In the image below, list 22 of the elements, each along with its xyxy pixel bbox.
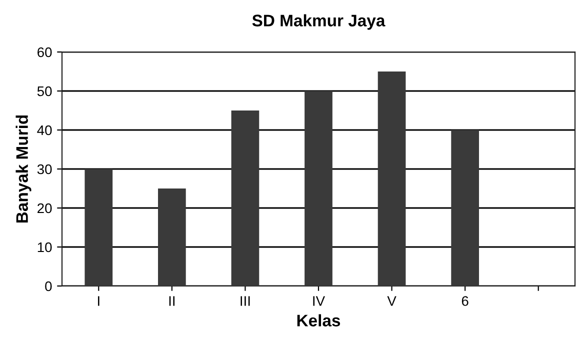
y-tick-label: 20 [38, 203, 52, 214]
y-axis-title: Banyak Murid [16, 115, 32, 223]
y-tick-label: 40 [37, 125, 52, 136]
y-tick-label: 10 [38, 242, 52, 252]
bar [378, 72, 406, 286]
bar [304, 91, 332, 286]
x-tick-label: IV [313, 296, 325, 306]
bar [451, 130, 479, 286]
y-tick-label: 30 [37, 164, 52, 174]
x-axis-title: Kelas [297, 314, 340, 326]
x-tick-label: V [387, 296, 396, 306]
bar [158, 188, 186, 286]
y-tick-label: 50 [37, 86, 52, 96]
chart-title: SD Makmur Jaya [252, 14, 386, 30]
bar [231, 110, 260, 286]
x-tick-label: I [98, 296, 100, 306]
y-tick-label: 60 [38, 47, 52, 58]
x-tick-label: III [240, 296, 250, 306]
bar [84, 169, 113, 286]
x-tick-label: 6 [462, 296, 468, 306]
y-tick-label: 0 [45, 281, 52, 292]
x-tick-label: II [169, 296, 175, 306]
